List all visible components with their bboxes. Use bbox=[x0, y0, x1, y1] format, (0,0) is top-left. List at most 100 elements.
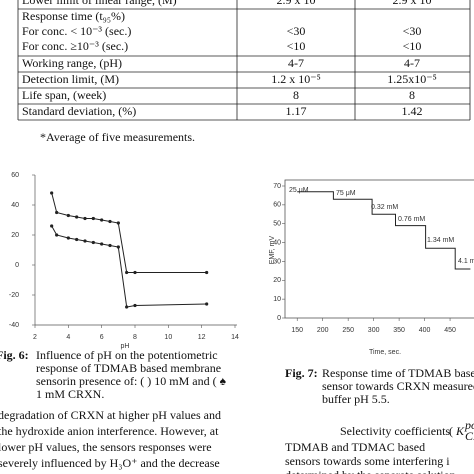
point bbox=[66, 236, 70, 240]
x-tick-label: 2 bbox=[33, 334, 37, 341]
symbol-sub: CR bbox=[465, 429, 474, 443]
series-line bbox=[297, 191, 471, 270]
x-tick-label: 4 bbox=[66, 334, 70, 341]
x-tick-label: 150 bbox=[291, 327, 303, 334]
x-tick-label: 450 bbox=[444, 327, 456, 334]
cell-value: 4-7 bbox=[404, 56, 420, 70]
cell-value: 4-7 bbox=[288, 56, 304, 70]
x-tick-label: 250 bbox=[342, 327, 354, 334]
row-label: Standard deviation, (%) bbox=[22, 104, 136, 118]
row-label: Working range, (pH) bbox=[22, 56, 122, 70]
fig7-frame bbox=[284, 179, 474, 319]
symbol-sup: pot bbox=[464, 418, 474, 432]
body-line: severely influenced by H₃O⁺ and the decr… bbox=[0, 456, 220, 470]
point bbox=[100, 218, 104, 222]
body-line: the hydroxide anion interference. Howeve… bbox=[0, 424, 219, 438]
cell-value: <30 bbox=[403, 24, 422, 38]
point bbox=[83, 239, 87, 243]
body-heading: Selectivity coefficients bbox=[340, 424, 450, 438]
x-axis-title: Time, sec. bbox=[369, 349, 401, 356]
point bbox=[50, 191, 54, 195]
x-tick-label: 300 bbox=[368, 327, 380, 334]
body-line: determined by the separate solution bbox=[285, 468, 456, 474]
y-tick-label: 0 bbox=[277, 315, 281, 322]
x-tick-label: 400 bbox=[419, 327, 431, 334]
y-axis-title: EMF, mV bbox=[269, 235, 276, 264]
y-tick-label: 40 bbox=[273, 239, 281, 246]
point bbox=[133, 303, 137, 308]
paren: ( bbox=[449, 424, 453, 438]
table-rules bbox=[17, 0, 471, 121]
point bbox=[75, 237, 79, 242]
point bbox=[66, 213, 70, 218]
symbol: K bbox=[455, 424, 465, 438]
cell-value: 8 bbox=[293, 88, 299, 102]
y-tick-label: 60 bbox=[11, 172, 19, 179]
body-line: TDMAB and TDMAC based bbox=[285, 440, 425, 454]
step-annotation: 25 μM bbox=[289, 187, 309, 194]
row-label: For conc. < 10⁻³ (sec.) bbox=[22, 24, 131, 38]
cell-value: 2.9 x 10 bbox=[393, 0, 432, 7]
y-tick-label: 20 bbox=[11, 232, 19, 239]
cell-value: <10 bbox=[287, 39, 306, 53]
point bbox=[125, 270, 129, 275]
caption-line: Response time of TDMAB based bbox=[322, 366, 474, 380]
caption-line: 1 mM CRXN. bbox=[36, 387, 104, 401]
caption-label: Fig. 6: bbox=[0, 348, 29, 362]
row-label: Lower limit of linear range, (M) bbox=[22, 0, 177, 7]
cell-value: 2.9 x 10 bbox=[277, 0, 316, 7]
point bbox=[205, 302, 209, 306]
caption-line: sensorin presence of: ( ) 10 mM and ( ♠ bbox=[36, 374, 227, 388]
y-tick-label: 20 bbox=[273, 277, 281, 284]
point bbox=[55, 210, 59, 215]
point bbox=[55, 233, 59, 237]
x-tick-label: 6 bbox=[100, 334, 104, 341]
y-tick-label: 10 bbox=[273, 296, 281, 303]
step-annotation: 75 μM bbox=[336, 190, 356, 197]
row-label: For conc. ≥10⁻³ (sec.) bbox=[22, 39, 128, 53]
y-tick-label: 70 bbox=[273, 183, 281, 190]
caption-line: sensor towards CRXN measured bbox=[322, 379, 474, 393]
y-tick-label: 30 bbox=[273, 258, 281, 265]
point bbox=[125, 305, 129, 309]
cell-value: 1.25x10⁻⁵ bbox=[387, 72, 437, 86]
point bbox=[91, 240, 95, 245]
footnote: *Average of five measurements. bbox=[40, 130, 195, 144]
step-annotation: 0.32 mM bbox=[371, 204, 398, 211]
x-tick-label: 10 bbox=[164, 334, 172, 341]
row-label: Response time (t₉₅%) bbox=[22, 9, 125, 23]
x-tick-label: 200 bbox=[317, 327, 329, 334]
point bbox=[116, 245, 120, 249]
point bbox=[100, 242, 104, 246]
cell-value: <30 bbox=[287, 24, 306, 38]
point bbox=[91, 216, 95, 221]
cell-value: 1.2 x 10⁻⁵ bbox=[271, 72, 321, 86]
row-label: Life span, (week) bbox=[22, 88, 106, 102]
x-tick-label: 12 bbox=[198, 334, 206, 341]
y-tick-label: 50 bbox=[273, 221, 281, 228]
point bbox=[75, 215, 79, 219]
point bbox=[116, 221, 120, 225]
point bbox=[133, 270, 137, 275]
caption-line: buffer pH 5.5. bbox=[322, 392, 390, 406]
step-annotation: 1.34 mM bbox=[427, 237, 454, 244]
cell-value: 8 bbox=[409, 88, 415, 102]
y-tick-label: -40 bbox=[9, 322, 19, 329]
point bbox=[108, 243, 112, 248]
x-tick-label: 8 bbox=[133, 334, 137, 341]
caption-line: Influence of pH on the potentiometric bbox=[36, 348, 218, 362]
cell-value: 1.42 bbox=[402, 104, 423, 118]
caption-label: Fig. 7: bbox=[285, 366, 318, 380]
cell-value: 1.17 bbox=[286, 104, 307, 118]
caption-line: response of TDMAB based membrane bbox=[36, 361, 221, 375]
x-tick-label: 14 bbox=[231, 334, 239, 341]
row-label: Detection limit, (M) bbox=[22, 72, 119, 86]
y-tick-label: 40 bbox=[11, 202, 19, 209]
step-annotation: 4.1 mM bbox=[458, 258, 474, 265]
point bbox=[50, 224, 54, 228]
series-line bbox=[51, 225, 207, 308]
cell-value: <10 bbox=[403, 39, 422, 53]
point bbox=[205, 270, 209, 275]
